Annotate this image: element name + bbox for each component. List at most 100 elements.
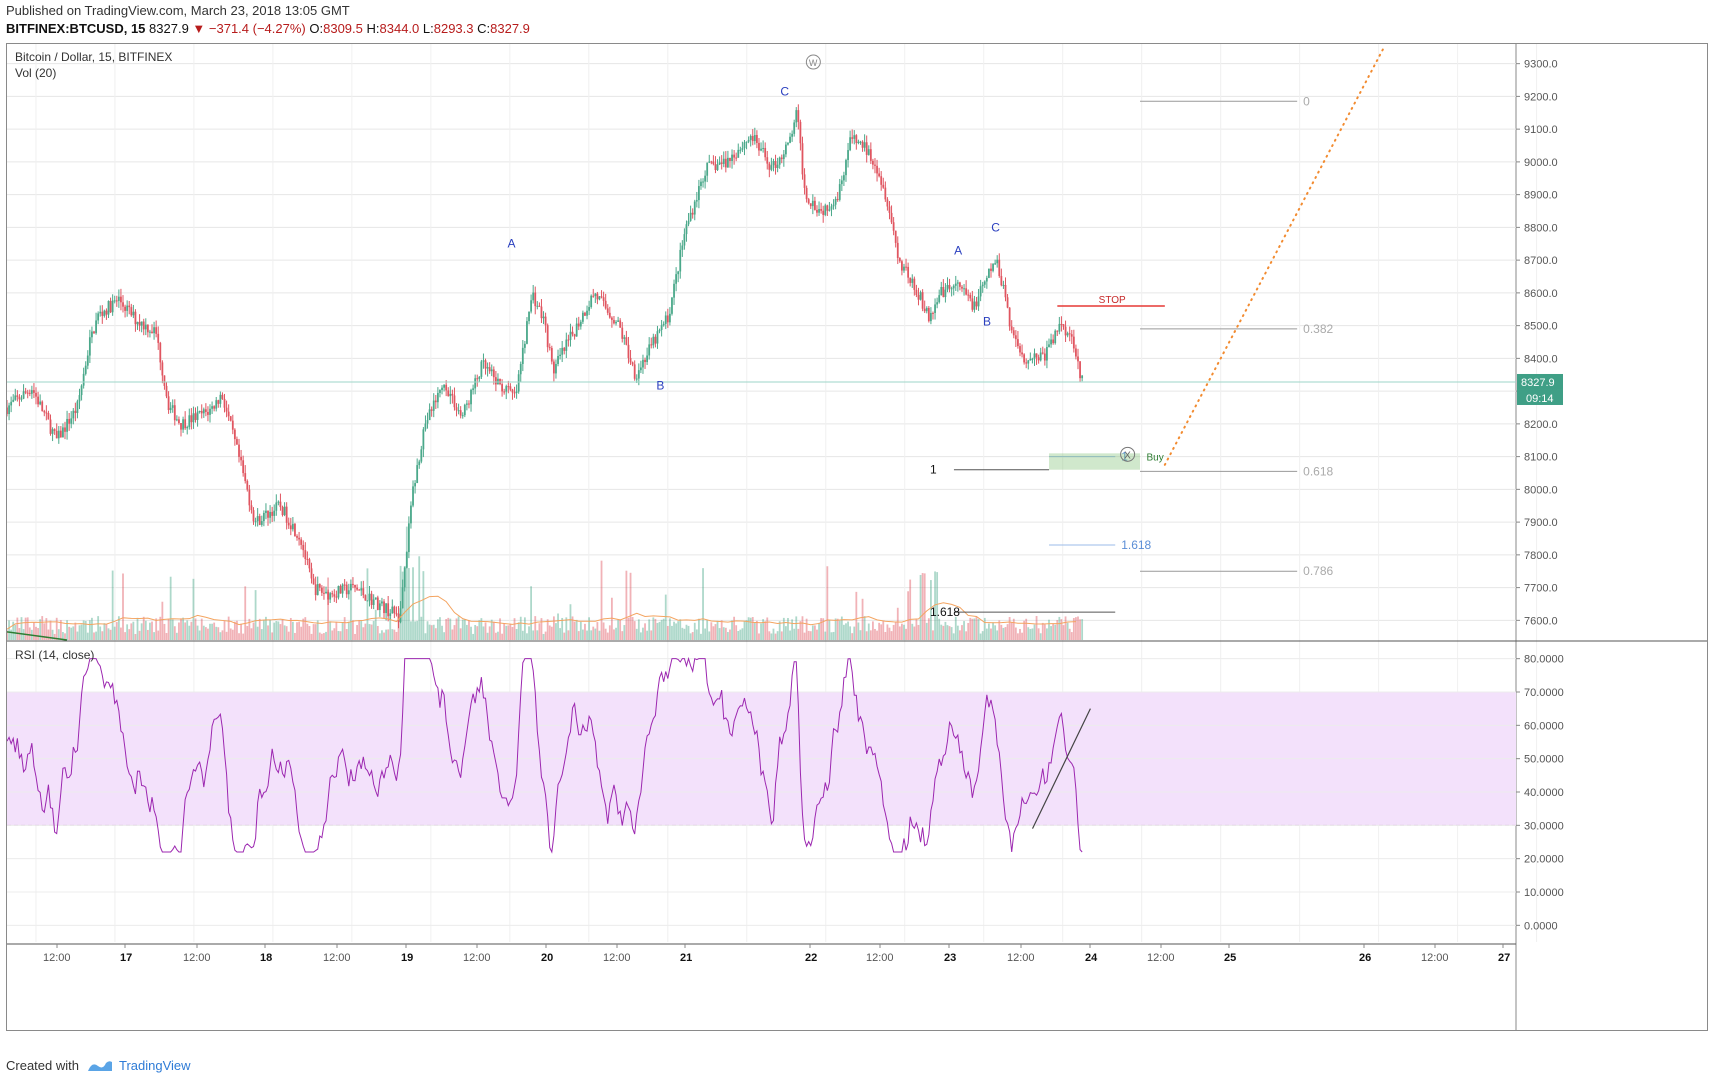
candle-body (969, 294, 972, 299)
candle-body (1075, 348, 1077, 357)
volume-bar (778, 621, 781, 640)
volume-bar (909, 579, 912, 640)
price-tick-label: 8600.0 (1524, 288, 1558, 300)
volume-bar (894, 621, 897, 640)
volume-bar (1010, 622, 1013, 640)
volume-bar (915, 619, 918, 640)
volume-bar (967, 622, 970, 640)
candle-body (540, 306, 543, 319)
volume-bar (33, 622, 35, 640)
volume-bar (492, 621, 495, 640)
candle-body (97, 313, 100, 321)
candle-body (664, 315, 667, 324)
candle-body (443, 384, 445, 388)
volume-bar (996, 630, 999, 640)
candle-body (68, 418, 71, 424)
candle-body (82, 373, 85, 386)
rsi-tick-label: 20.0000 (1524, 854, 1564, 866)
volume-bar (8, 620, 10, 640)
candle-body (1014, 335, 1017, 340)
volume-bar (503, 623, 506, 640)
candle-body (550, 348, 553, 362)
candle-body (940, 286, 943, 296)
candle-body (915, 289, 918, 295)
candle-body (646, 355, 649, 363)
volume-bar (867, 623, 870, 640)
candle-body (194, 413, 197, 420)
candle-body (581, 312, 584, 322)
volume-bar (347, 621, 350, 640)
volume-bar (68, 626, 71, 640)
candle-body (20, 398, 23, 400)
candle-body (542, 316, 545, 319)
volume-bar (10, 629, 13, 640)
volume-bar (497, 631, 499, 640)
volume-bar (1000, 624, 1003, 640)
projection-dotted-line (1163, 46, 1385, 466)
candle-body (637, 370, 640, 379)
candle-body (465, 403, 468, 405)
candle-body (985, 277, 988, 282)
candle-body (434, 400, 437, 403)
candle-body (279, 501, 282, 508)
volume-bar (468, 620, 470, 640)
rsi-line (6, 656, 1083, 854)
candle-body (791, 133, 794, 137)
volume-bar (702, 568, 704, 640)
volume-bar (936, 572, 939, 640)
time-tick-label: 21 (680, 952, 692, 964)
candle-body (80, 385, 83, 396)
candle-body (248, 489, 251, 506)
volume-bar (370, 624, 373, 640)
volume-bar (652, 617, 655, 640)
volume-bar (836, 618, 839, 640)
candle-body (681, 245, 684, 250)
volume-bar (896, 607, 899, 640)
candle-body (642, 359, 644, 368)
candle-body (946, 284, 949, 290)
candle-body (231, 420, 234, 430)
candle-body (113, 300, 116, 302)
volume-bar (1077, 616, 1079, 640)
volume-bar (615, 627, 617, 640)
volume-bar (204, 627, 207, 640)
candle-body (378, 603, 381, 610)
candle-body (320, 587, 323, 593)
candle-body (186, 427, 189, 429)
candle-body (671, 297, 673, 314)
time-tick-label: 12:00 (463, 952, 491, 964)
candle-body (74, 410, 77, 414)
volume-bar (51, 629, 54, 640)
candle-body (544, 316, 547, 326)
candle-body (1048, 344, 1050, 348)
candle-body (805, 187, 808, 200)
candle-body (660, 325, 663, 330)
chart-frame[interactable]: 7600.0 7700.0 7800.0 7900.0 8000.0 8100.0 8200… (6, 43, 1708, 1031)
volume-bar (499, 618, 501, 640)
candle-body (809, 203, 812, 207)
candle-body (175, 419, 178, 421)
volume-bar (581, 629, 584, 640)
candle-body (888, 206, 891, 213)
candle-body (128, 305, 131, 308)
candle-body (534, 292, 537, 307)
volume-bar (1017, 633, 1019, 640)
candle-body (1056, 330, 1059, 332)
candle-body (648, 344, 651, 356)
volume-bar (165, 633, 168, 640)
candle-body (37, 396, 39, 405)
candle-body (702, 181, 704, 183)
candle-body (913, 278, 916, 290)
time-tick-label: 25 (1224, 952, 1236, 964)
time-tick-label: 18 (260, 952, 272, 964)
volume-bar (548, 625, 551, 640)
footer-brand[interactable]: TradingView (118, 1058, 191, 1073)
candle-body (996, 259, 999, 264)
volume-bar (320, 633, 323, 640)
volume-bar (403, 565, 406, 640)
volume-bar (424, 633, 427, 640)
volume-bar (271, 632, 274, 640)
candle-body (196, 411, 199, 420)
chart-canvas[interactable]: 7600.0 7700.0 7800.0 7900.0 8000.0 8100.0 8200… (6, 44, 1707, 1030)
candle-body (814, 200, 816, 210)
